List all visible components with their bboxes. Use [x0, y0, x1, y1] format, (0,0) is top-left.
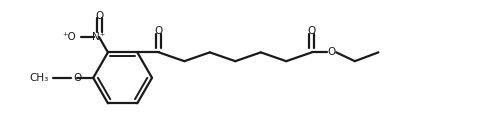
Text: O: O: [74, 73, 82, 83]
Text: ⁺O: ⁺O: [62, 32, 76, 42]
Text: O: O: [308, 26, 316, 36]
Text: N⁺: N⁺: [92, 32, 106, 42]
Text: O: O: [95, 10, 103, 21]
Text: CH₃: CH₃: [29, 73, 48, 83]
Text: O: O: [327, 47, 336, 57]
Text: O: O: [154, 26, 163, 36]
